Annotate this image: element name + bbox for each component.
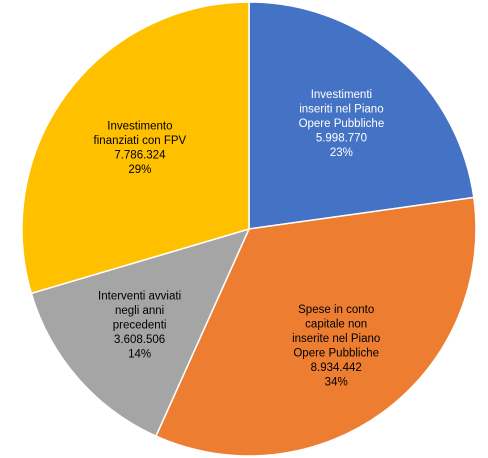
slice-label-line: Investimento (107, 121, 172, 133)
slice-label-line: precedenti (113, 320, 167, 332)
slice-value-label: 7.786.324 (114, 150, 166, 162)
slice-percent-label: 34% (325, 376, 348, 388)
slice-label-line: Opere Pubbliche (293, 347, 379, 359)
slice-percent-label: 14% (128, 349, 151, 361)
slice-percent-label: 23% (330, 147, 353, 159)
slice-label-line: finanziati con FPV (94, 135, 187, 147)
pie-slice-4 (21, 1, 250, 295)
slice-label-line: capitale non (305, 318, 367, 330)
pie-slice-3 (30, 227, 251, 438)
slice-label-line: inseriti nel Piano (299, 103, 383, 115)
slice-label-3: Interventi avviati negli anni precedenti 3.… (98, 291, 181, 361)
slice-label-line: negli anni (115, 305, 164, 317)
slice-value-label: 8.934.442 (311, 362, 362, 374)
pie-slice-1 (248, 1, 475, 230)
slice-label-line: inserite nel Piano (292, 333, 380, 345)
slice-value-label: 5.998.770 (316, 132, 367, 144)
slice-label-line: Investimenti (311, 89, 372, 101)
slice-label-line: Spese in conto (298, 304, 374, 316)
slice-label-1: Investimenti inseriti nel Piano Opere Pubb… (299, 89, 385, 159)
slice-label-line: Interventi avviati (98, 291, 181, 303)
slice-value-label: 3.608.506 (114, 334, 165, 346)
slice-label-4: Investimento finanziati con FPV 7.786.324 2… (94, 121, 187, 177)
slice-label-2: Spese in conto capitale non inserite nel P… (292, 304, 380, 389)
slice-label-line: Opere Pubbliche (299, 118, 385, 130)
pie-slice-2 (154, 196, 477, 457)
slice-percent-label: 29% (128, 164, 151, 176)
